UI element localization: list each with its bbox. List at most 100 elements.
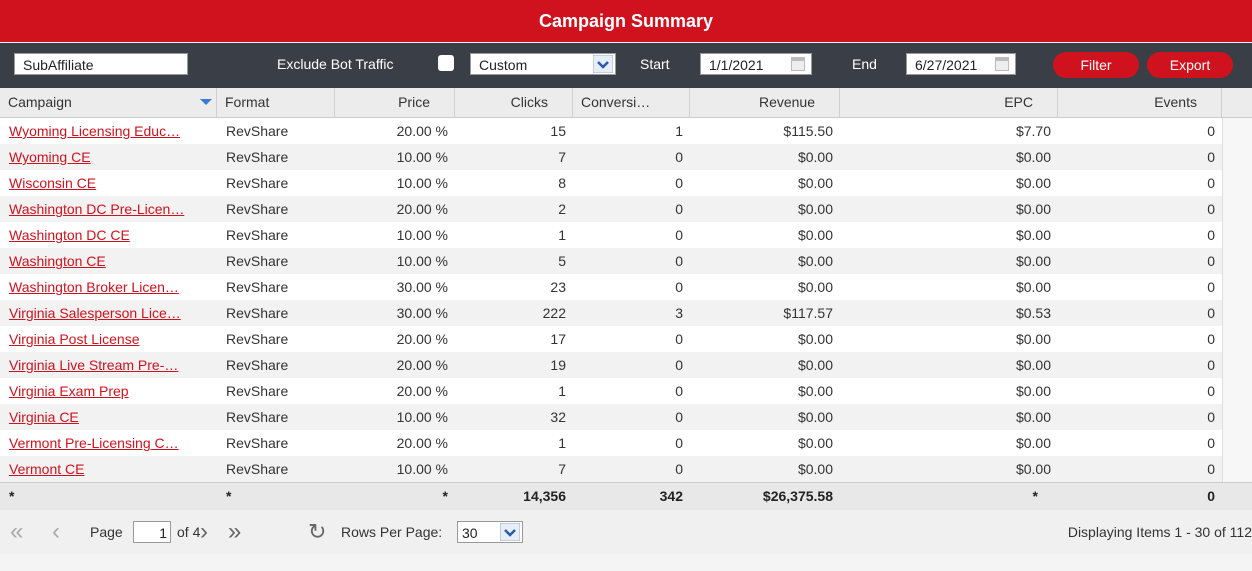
cell: $0.00 [797, 409, 833, 425]
scrollbar[interactable] [1222, 118, 1252, 482]
table-row: Wyoming CE RevShare 10.00 % 7 0 $0.00 $0.00 0 [0, 144, 1222, 170]
cell: 8 [558, 175, 566, 191]
total-cell: 14,356 [523, 488, 566, 504]
table-row: Virginia Post License RevShare 20.00 % 17 0 $… [0, 326, 1222, 352]
exclude-checkbox[interactable] [438, 55, 454, 71]
cell: 5 [558, 253, 566, 269]
cell: 30.00 % [396, 305, 448, 321]
campaign-link[interactable]: Washington Broker Licen… [9, 279, 179, 295]
cell: 0 [1207, 409, 1215, 425]
cell: 0 [1207, 149, 1215, 165]
table-row: Washington DC CE RevShare 10.00 % 1 0 $0.00 $0… [0, 222, 1222, 248]
column-header[interactable]: Format [217, 88, 335, 117]
cell: 23 [550, 279, 566, 295]
campaign-link[interactable]: Virginia CE [9, 409, 79, 425]
cell: 0 [1207, 461, 1215, 477]
group-by-input[interactable]: SubAffiliate [14, 53, 188, 75]
of-pages: of 4 [177, 524, 201, 540]
export-button[interactable]: Export [1147, 52, 1233, 78]
next-page[interactable]: › [200, 518, 208, 545]
start-date[interactable]: 1/1/2021 [700, 53, 812, 75]
cell: $7.70 [1015, 123, 1051, 139]
cell: $0.00 [1015, 409, 1051, 425]
campaign-link[interactable]: Washington DC CE [9, 227, 130, 243]
toolbar: SubAffiliate Exclude Bot Traffic Custom … [0, 43, 1252, 88]
column-header[interactable]: Campaign [0, 88, 217, 117]
cell: $0.00 [797, 461, 833, 477]
campaign-link[interactable]: Wisconsin CE [9, 175, 97, 191]
column-header[interactable]: Clicks [455, 88, 573, 117]
cell: $0.00 [797, 201, 833, 217]
cell: RevShare [226, 409, 289, 425]
column-header[interactable]: Price [335, 88, 455, 117]
cell: 1 [558, 435, 566, 451]
cell: RevShare [226, 435, 289, 451]
cell: $0.00 [1015, 331, 1051, 347]
cell: $0.00 [1015, 383, 1051, 399]
calendar-icon [995, 57, 1009, 71]
cell: 0 [1207, 357, 1215, 373]
cell: 0 [675, 279, 683, 295]
cell: 30.00 % [396, 279, 448, 295]
range-select[interactable]: Custom [470, 53, 616, 75]
cell: 10.00 % [396, 175, 448, 191]
table-row: Vermont Pre-Licensing C… RevShare 20.00 % 1… [0, 430, 1222, 456]
pager: « ‹ Page 1 of 4 › » ↻ Rows Per Page: 30 … [0, 510, 1252, 554]
title-bar: Campaign Summary [0, 0, 1252, 42]
cell: RevShare [226, 123, 289, 139]
cell: $0.00 [1015, 435, 1051, 451]
last-page[interactable]: » [228, 518, 242, 545]
campaign-link[interactable]: Wyoming CE [9, 149, 91, 165]
total-cell: * [442, 488, 448, 504]
campaign-link[interactable]: Virginia Exam Prep [9, 383, 129, 399]
cell: $0.00 [1015, 461, 1051, 477]
cell: RevShare [226, 279, 289, 295]
table-header: Campaign Format Price Clicks Conversi… Revenu… [0, 88, 1252, 118]
cell: 0 [1207, 331, 1215, 347]
column-header[interactable]: Revenue [690, 88, 840, 117]
cell: RevShare [226, 461, 289, 477]
prev-page[interactable]: ‹ [52, 518, 60, 545]
cell: 0 [1207, 201, 1215, 217]
cell: 0 [675, 227, 683, 243]
column-header[interactable]: Events [1058, 88, 1222, 117]
page-input[interactable]: 1 [133, 521, 171, 543]
cell: 222 [542, 305, 566, 321]
campaign-link[interactable]: Virginia Live Stream Pre-… [9, 357, 179, 373]
cell: 7 [558, 149, 566, 165]
cell: $0.53 [1015, 305, 1051, 321]
cell: 3 [675, 305, 683, 321]
campaign-link[interactable]: Vermont Pre-Licensing C… [9, 435, 179, 451]
column-header[interactable]: EPC [840, 88, 1058, 117]
refresh[interactable]: ↻ [308, 519, 327, 544]
rows-select[interactable]: 30 [457, 521, 523, 543]
cell: RevShare [226, 227, 289, 243]
cell: 20.00 % [396, 435, 448, 451]
campaign-link[interactable]: Washington DC Pre-Licen… [9, 201, 185, 217]
campaign-link[interactable]: Virginia Post License [9, 331, 140, 347]
cell: $0.00 [1015, 201, 1051, 217]
cell: 10.00 % [396, 409, 448, 425]
filter-button[interactable]: Filter [1053, 52, 1139, 78]
cell: $0.00 [797, 357, 833, 373]
exclude-label: Exclude Bot Traffic [277, 56, 394, 72]
dropdown-arrow [593, 55, 613, 73]
totals-row: * * * 14,356 342 $26,375.58 * 0 [0, 482, 1252, 510]
campaign-link[interactable]: Vermont CE [9, 461, 85, 477]
end-date[interactable]: 6/27/2021 [906, 53, 1016, 75]
cell: 10.00 % [396, 461, 448, 477]
cell: $0.00 [797, 435, 833, 451]
total-cell: * [9, 488, 15, 504]
campaign-link[interactable]: Virginia Salesperson Lice… [9, 305, 181, 321]
column-header[interactable]: Conversi… [573, 88, 690, 117]
table-row: Washington Broker Licen… RevShare 30.00 % 2… [0, 274, 1222, 300]
campaign-link[interactable]: Washington CE [9, 253, 106, 269]
cell: 19 [550, 357, 566, 373]
cell: 0 [1207, 123, 1215, 139]
cell: 1 [675, 123, 683, 139]
cell: $0.00 [1015, 149, 1051, 165]
first-page[interactable]: « [10, 518, 24, 545]
campaign-link[interactable]: Wyoming Licensing Educ… [9, 123, 181, 139]
cell: $0.00 [797, 253, 833, 269]
page-label: Page [90, 524, 123, 540]
